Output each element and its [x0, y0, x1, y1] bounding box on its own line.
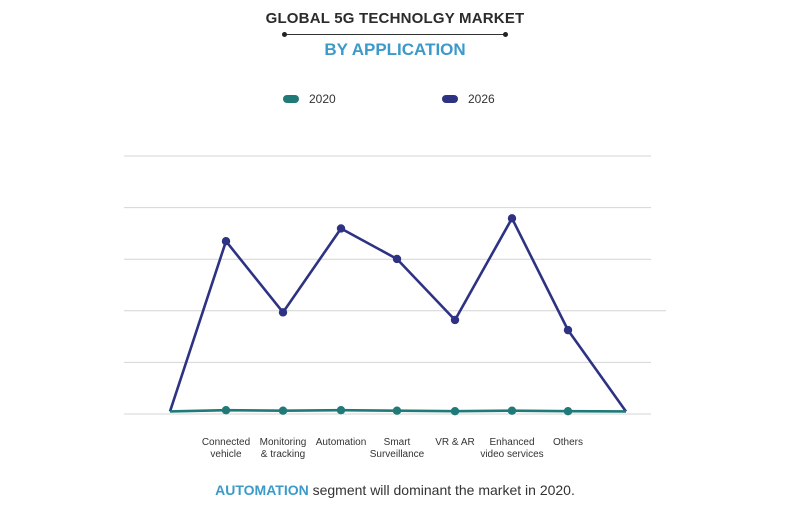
footer-note: AUTOMATION segment will dominant the mar…: [0, 482, 790, 498]
series-line-2026: [168, 217, 628, 413]
legend-label-2020: 2020: [309, 92, 336, 106]
legend-swatch-2026: [442, 95, 458, 103]
chart-title: GLOBAL 5G TECHNOLGY MARKET: [265, 10, 525, 27]
data-point-2026: [336, 224, 346, 233]
underline-left-dot: [282, 32, 287, 37]
underline-right-dot: [503, 32, 508, 37]
chart-subtitle: BY APPLICATION: [324, 40, 466, 59]
legend-item-2026: 2026: [442, 92, 495, 106]
title-underline: [282, 32, 508, 37]
data-point-2026: [392, 254, 402, 264]
x-tick-label: VR & AR: [435, 437, 474, 448]
footer-text: segment will dominant the market in 2020…: [308, 482, 575, 498]
data-point-2020: [278, 406, 288, 415]
footer-highlight: AUTOMATION: [215, 482, 309, 498]
data-point-2020: [221, 405, 231, 415]
x-tick-label: Enhanced video services: [480, 437, 543, 460]
data-point-2020: [392, 406, 402, 415]
x-tick-label: Automation: [316, 437, 367, 448]
x-tick-label: Connected vehicle: [202, 437, 250, 460]
data-point-2020: [450, 407, 460, 416]
data-point-2020: [563, 407, 573, 416]
data-point-2026: [563, 325, 573, 335]
legend-item-2020: 2020: [283, 92, 336, 106]
data-point-2020: [336, 405, 346, 415]
x-tick-label: Smart Surveillance: [370, 437, 425, 460]
data-point-2026: [507, 214, 517, 223]
legend-label-2026: 2026: [468, 92, 495, 106]
legend-swatch-2020: [283, 95, 299, 103]
data-point-2026: [278, 308, 288, 317]
data-point-2026: [221, 236, 231, 246]
x-tick-label: Monitoring & tracking: [260, 437, 307, 460]
data-point-2020: [507, 406, 517, 415]
data-point-2026: [450, 315, 460, 325]
x-tick-label: Others: [553, 437, 583, 448]
